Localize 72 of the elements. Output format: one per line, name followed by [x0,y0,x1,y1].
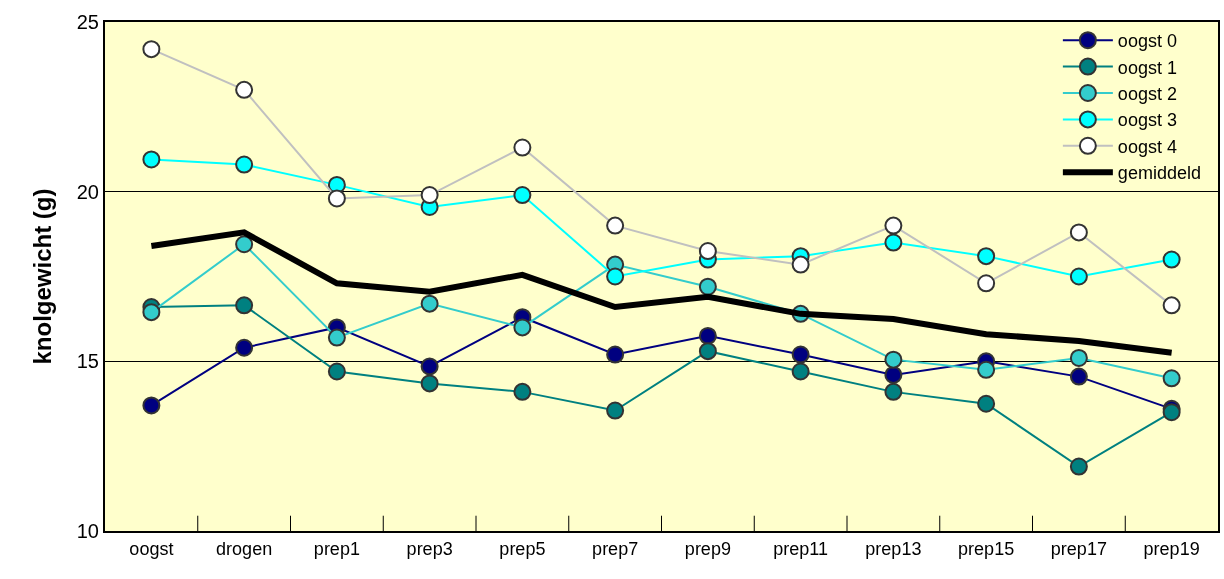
point [513,186,532,205]
legend-label: oogst 2 [1117,84,1177,105]
point [791,255,810,274]
point [420,186,439,205]
x-tick-label: prep11 [773,538,828,559]
y-axis-title: knolgewicht (g) [29,188,57,365]
point [977,247,996,266]
point [1162,296,1181,315]
x-tick-label: prep3 [406,538,453,559]
point [884,350,903,369]
y-tick-label: 10 [76,520,99,542]
x-tick-label: oogst [129,538,174,559]
point [977,274,996,293]
legend-label: oogst 0 [1117,31,1177,52]
point [698,326,717,345]
legend-label: gemiddeld [1117,163,1201,184]
point [513,138,532,157]
point [698,242,717,261]
point [1069,367,1088,386]
x-tick-label: drogen [216,538,273,559]
point [1162,250,1181,269]
point [327,189,346,208]
x-tick-label: prep19 [1143,538,1200,559]
y-tick-label: 20 [76,180,99,203]
point [1069,223,1088,242]
point [884,233,903,252]
y-tick-label: 15 [76,350,99,373]
y-tick-label: 25 [76,11,99,33]
point [420,294,439,313]
x-tick-label: prep5 [499,538,546,559]
point [791,345,810,364]
point [606,345,625,364]
point [791,362,810,381]
point [884,365,903,384]
point [420,357,439,376]
x-tick-label: prep17 [1050,538,1107,559]
point [977,360,996,379]
x-tick-label: prep9 [684,538,731,559]
point [884,216,903,235]
point [1069,348,1088,367]
point [606,267,625,286]
legend-label: oogst 1 [1117,57,1177,78]
point [235,155,254,174]
point [1069,457,1088,476]
point [513,382,532,401]
point [235,235,254,254]
point [420,374,439,393]
point [698,342,717,361]
point [698,277,717,296]
legend-label: oogst 4 [1117,136,1177,157]
x-tick-label: prep7 [592,538,639,559]
point [513,318,532,337]
legend-label: oogst 3 [1117,110,1177,131]
point [606,401,625,420]
point [142,396,161,415]
x-tick-label: prep1 [313,538,360,559]
x-tick-label: prep13 [865,538,922,559]
point [235,80,254,99]
point [327,328,346,347]
point [1162,369,1181,388]
point [142,40,161,59]
point [606,216,625,235]
x-tick-label: prep15 [958,538,1015,559]
point [884,382,903,401]
point [1162,403,1181,422]
point [327,362,346,381]
point [235,296,254,315]
point [1069,267,1088,286]
point [977,394,996,413]
point [235,338,254,357]
point [142,150,161,169]
point [142,303,161,322]
